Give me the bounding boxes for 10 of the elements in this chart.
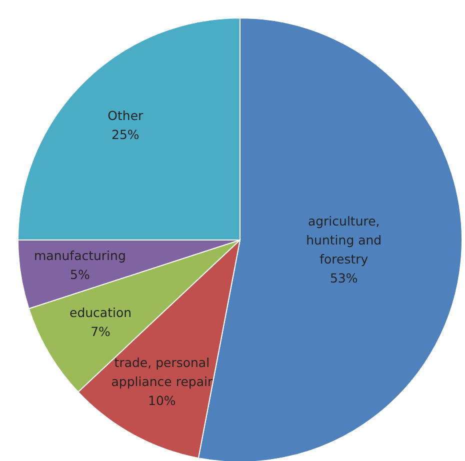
slice-label: manufacturing	[34, 248, 126, 263]
data-label: 5%	[70, 266, 90, 282]
data-label: 25%	[112, 126, 140, 142]
data-label: 53%	[330, 270, 358, 286]
slice-label: education	[69, 304, 132, 320]
slice-label: Other	[108, 108, 144, 123]
slice-label: trade, personal appliance repair	[111, 355, 214, 390]
data-label: 10%	[148, 393, 176, 408]
slice-label: agriculture, hunting and forestry	[306, 213, 382, 266]
data-label: 7%	[90, 324, 111, 339]
